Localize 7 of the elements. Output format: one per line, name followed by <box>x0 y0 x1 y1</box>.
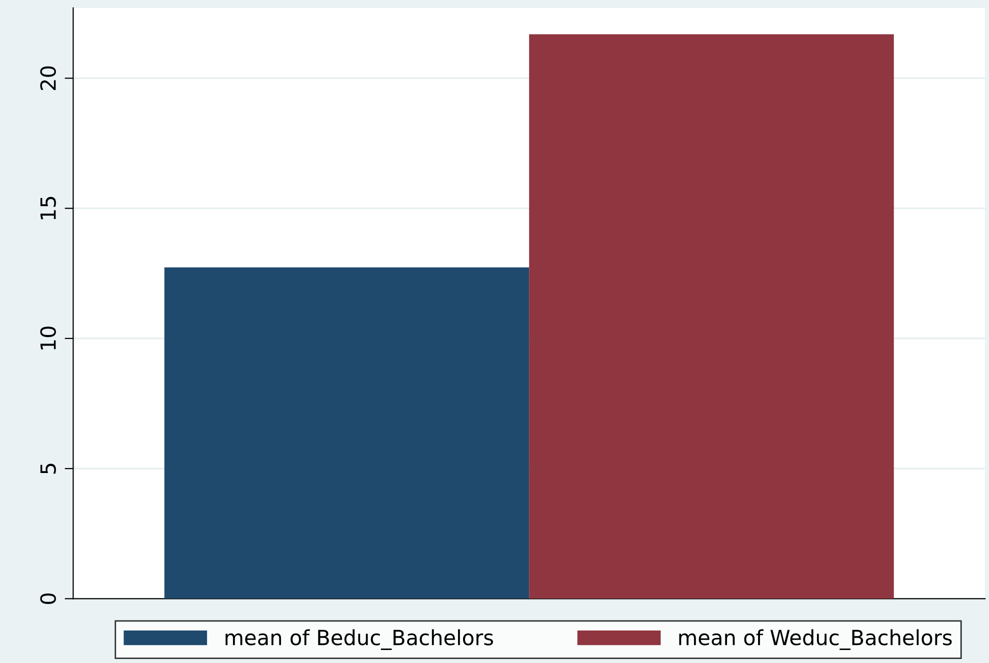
legend-label: mean of Beduc_Bachelors <box>226 629 494 650</box>
legend-label: mean of Weduc_Bachelors <box>679 629 952 650</box>
y-tick-label: 20 <box>40 66 56 90</box>
y-tick-label: 10 <box>40 326 56 350</box>
y-tick-label: 15 <box>40 196 56 220</box>
y-tick-label: 5 <box>40 464 56 474</box>
y-tick-label: 0 <box>40 593 56 604</box>
